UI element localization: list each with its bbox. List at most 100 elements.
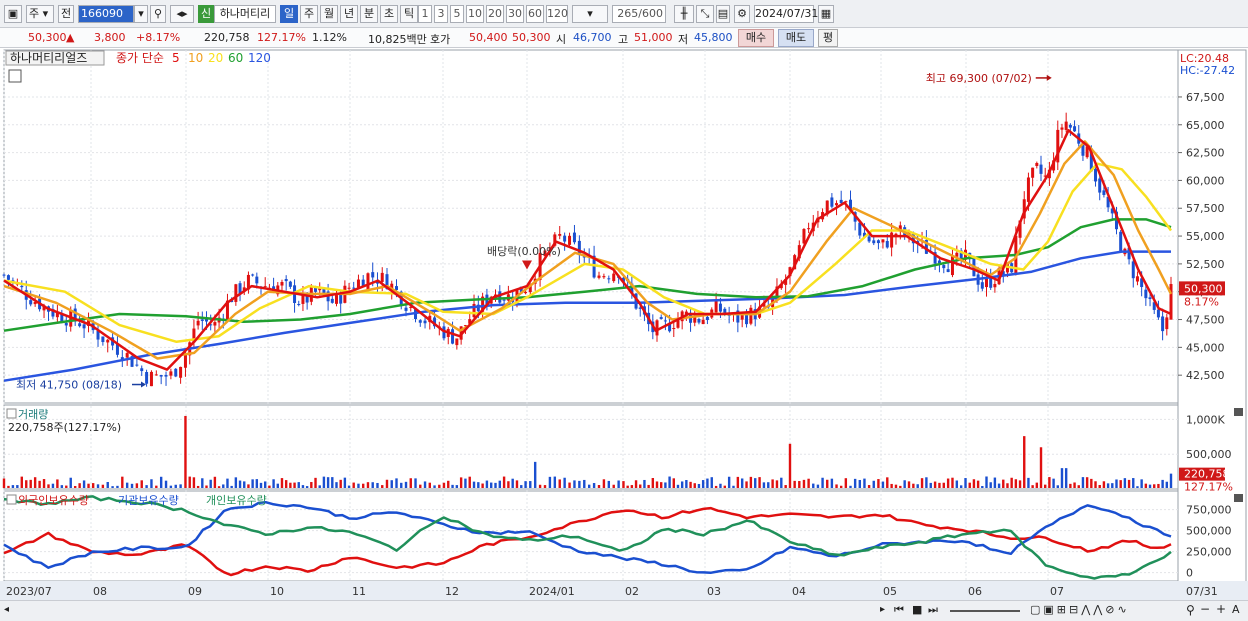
ask-label: 호가 [430, 33, 451, 46]
volume-bar [2, 478, 6, 488]
forward-icon[interactable]: ⏭ [928, 603, 938, 616]
volume-bar [65, 485, 68, 488]
candle-body [980, 282, 984, 289]
interval-10[interactable]: 10 [466, 5, 484, 23]
flow-tick-label: 0 [1186, 567, 1193, 580]
volume-bar [877, 479, 880, 488]
zoom-slider[interactable] [950, 610, 1020, 612]
volume-bar [543, 485, 547, 488]
volume-icon[interactable]: ◂▸ [170, 5, 194, 23]
candle-body [1056, 129, 1060, 163]
tab-0[interactable]: 일 [280, 5, 298, 23]
zoom-in-icon[interactable]: + [1216, 602, 1227, 616]
ma20-line [3, 162, 1173, 344]
volume-bar [352, 482, 355, 488]
candle-body [563, 235, 567, 242]
interval-20[interactable]: 20 [486, 5, 504, 23]
legend-ma20: 20 [208, 51, 223, 65]
sell-button[interactable]: 매도 [778, 29, 814, 47]
volume-bar [583, 479, 586, 488]
candle-body [898, 225, 902, 232]
volume-bar [1002, 479, 1005, 488]
chart-scrollbar[interactable]: ◂ ▸ ⏮ ■ ⏭ ▢▣⊞⊟⋀⋀⊘∿ ⚲ − + A [0, 600, 1248, 621]
candle-body [830, 197, 834, 207]
flow-tick-label: 250,000 [1186, 546, 1232, 559]
dividend-annotation: 배당락(0.00%) [487, 245, 561, 258]
volume-bar [343, 477, 347, 488]
interval-3[interactable]: 3 [434, 5, 448, 23]
volume-bar [985, 476, 988, 488]
candle-body [125, 353, 129, 358]
volume-bar [706, 478, 709, 488]
count-field[interactable]: 265/600 [612, 5, 666, 23]
volume-bar [264, 481, 267, 488]
stock-code-input[interactable]: 166090 [78, 5, 134, 23]
bid-price: 50,300 [512, 31, 551, 44]
volume-bar [477, 482, 480, 488]
volume-bar [1064, 468, 1068, 488]
interval-1[interactable]: 1 [418, 5, 432, 23]
volume-bar [853, 478, 857, 488]
volume-bar [87, 483, 90, 488]
volume-bar [331, 477, 334, 488]
tab-5[interactable]: 초 [380, 5, 398, 23]
code-dropdown-icon[interactable]: ▾ [134, 5, 148, 23]
tab-3[interactable]: 년 [340, 5, 358, 23]
tab-4[interactable]: 분 [360, 5, 378, 23]
candle-body [352, 287, 356, 289]
volume-current-box [1179, 467, 1225, 481]
tab-1[interactable]: 주 [300, 5, 318, 23]
period-select[interactable]: 주 ▾ [26, 5, 54, 23]
tab-2[interactable]: 월 [320, 5, 338, 23]
save-icon[interactable]: ▤ [716, 5, 730, 23]
candle-body [937, 260, 941, 264]
volume-bar [289, 482, 292, 488]
stock-chart[interactable]: 42,50045,00047,50050,00052,50055,00057,5… [0, 48, 1248, 600]
prev-button[interactable]: 전 [58, 5, 74, 23]
volume-bar [78, 483, 81, 488]
volume-bar [685, 480, 688, 488]
interval-30[interactable]: 30 [506, 5, 524, 23]
volume-bar [602, 479, 606, 488]
zoom-out-icon[interactable]: − [1200, 602, 1211, 616]
volume-value: 220,758 [204, 31, 250, 44]
interval-dropdown[interactable]: ▾ [572, 5, 608, 23]
volume-bar [886, 477, 889, 488]
date-field[interactable]: 2024/07/31 [754, 5, 818, 23]
volume-bar [780, 477, 783, 488]
calendar-icon[interactable]: ▦ [818, 5, 834, 23]
volume-bar [959, 485, 963, 488]
volume-bar [255, 479, 259, 488]
candle-body [568, 235, 572, 245]
zoom-search-icon[interactable]: ⚲ [1186, 603, 1195, 617]
rewind-icon[interactable]: ⏮ [894, 603, 904, 616]
volume-bar [464, 478, 467, 488]
scroll-right-icon[interactable]: ▸ [880, 604, 886, 615]
low-price: 45,800 [694, 31, 733, 44]
price-tick-label: 42,500 [1186, 369, 1225, 382]
scroll-left-icon[interactable]: ◂ [4, 604, 10, 615]
eval-button[interactable]: 평 [818, 29, 838, 47]
window-icon[interactable]: ▣ [4, 5, 22, 23]
interval-60[interactable]: 60 [526, 5, 544, 23]
candle-body [404, 307, 408, 311]
volume-bar [217, 486, 221, 488]
interval-5[interactable]: 5 [450, 5, 464, 23]
search-icon[interactable]: ⚲ [150, 5, 166, 23]
tool-icons[interactable]: ▢▣⊞⊟⋀⋀⊘∿ [1030, 603, 1130, 616]
gear-icon[interactable]: ⚙ [734, 5, 750, 23]
interval-120[interactable]: 120 [546, 5, 568, 23]
volume-bar [812, 483, 815, 488]
candle-body [989, 276, 993, 288]
candle-body [848, 199, 852, 211]
buy-button[interactable]: 매수 [738, 29, 774, 47]
volume-bar [630, 485, 634, 488]
stop-icon[interactable]: ■ [912, 603, 923, 616]
candle-icon[interactable]: ╫ [674, 5, 694, 23]
candle-body [1102, 190, 1106, 195]
text-size-icon[interactable]: A [1232, 603, 1240, 616]
tab-6[interactable]: 틱 [400, 5, 418, 23]
volume-bar [830, 478, 834, 488]
draw-tool-icon[interactable]: ⤡ [696, 5, 714, 23]
high-label: 고 [618, 33, 629, 46]
